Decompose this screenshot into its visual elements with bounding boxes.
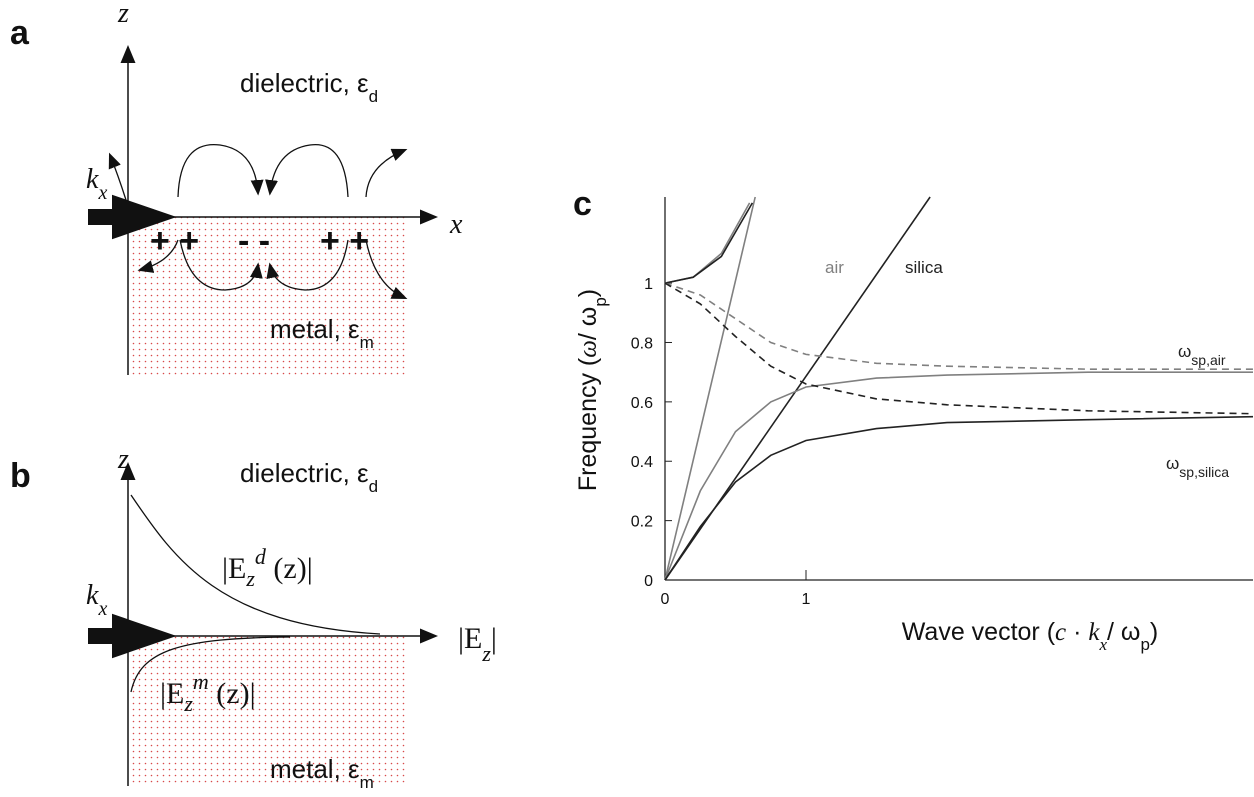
- x-tick-label: 1: [802, 591, 811, 608]
- label-part: Wave vector (: [902, 618, 1056, 646]
- field-sub: z: [481, 641, 491, 666]
- metal-label: metal, εm: [270, 314, 374, 352]
- annotation-sub: sp,air: [1191, 352, 1226, 368]
- label-part: p: [1140, 635, 1149, 654]
- panel-b: b z kx dielectric, εd metal, εm |Ez| |Ez…: [10, 444, 497, 792]
- charge: + +: [320, 222, 369, 260]
- panel-a: a z x kx dielectric, εd metal, εm + + - …: [10, 0, 463, 375]
- annotation-text: ω: [1178, 342, 1191, 361]
- dielectric-label: dielectric, εd: [240, 458, 378, 496]
- charge: + +: [150, 222, 199, 260]
- label-part: Frequency (: [574, 357, 602, 491]
- wave-arrow: [88, 613, 177, 659]
- metal-sub: m: [360, 773, 374, 792]
- curve: [664, 282, 1254, 415]
- wave-label: kx: [86, 164, 107, 204]
- annotation: silica: [905, 258, 943, 277]
- label-part: c: [1055, 619, 1066, 646]
- annotation-text: silica: [905, 258, 943, 277]
- z-label: z: [117, 444, 129, 475]
- field-sub: z: [183, 691, 193, 716]
- annotation-text: air: [825, 258, 844, 277]
- label-part: ): [1150, 618, 1158, 646]
- dielectric-label: dielectric, εd: [240, 68, 378, 106]
- label-part: / ω: [574, 307, 602, 340]
- metal-region: [128, 217, 407, 375]
- label-part: x: [1098, 635, 1107, 654]
- field-close: (z)|: [266, 552, 313, 585]
- curve: [664, 202, 751, 284]
- y-tick-label: 1: [644, 276, 653, 293]
- metal-text: metal, ε: [270, 314, 360, 344]
- wave-arrow: [88, 194, 177, 240]
- field-arrows: [108, 143, 408, 300]
- metal-text: metal, ε: [270, 754, 360, 784]
- label-part: ω: [575, 340, 602, 358]
- annotation: ωsp,air: [1178, 342, 1226, 368]
- field-open: |E: [222, 552, 246, 585]
- wave-text: k: [86, 580, 99, 611]
- label-part: k: [1088, 619, 1100, 646]
- wave-sub: x: [97, 182, 107, 204]
- x-label: Wave vector (c · kx/ ωp): [902, 618, 1158, 654]
- y-tick-label: 0.6: [631, 395, 653, 412]
- field-close: (z)|: [209, 677, 256, 710]
- y-tick-label: 0.4: [631, 454, 653, 471]
- x-tick-label: 0: [661, 591, 670, 608]
- label-part: / ω: [1107, 618, 1140, 646]
- panel-label: c: [573, 185, 592, 223]
- curve: [664, 371, 1253, 581]
- y-tick-label: 0: [644, 573, 653, 590]
- label-part: ·: [1066, 618, 1088, 646]
- field-open: |E: [160, 677, 184, 710]
- panel-label: a: [10, 14, 30, 52]
- wave-label: kx: [86, 580, 107, 620]
- dielectric-sub: d: [369, 87, 378, 106]
- wave-sub: x: [97, 598, 107, 620]
- annotation: air: [825, 258, 844, 277]
- annotation: ωsp,silica: [1166, 454, 1229, 480]
- field-close: |: [491, 622, 497, 655]
- field-sup: d: [255, 544, 267, 569]
- dielectric-text: dielectric, ε: [240, 458, 369, 488]
- curve: [664, 196, 756, 581]
- y-label: Frequency (ω/ ωp): [574, 289, 610, 491]
- y-tick-label: 0.8: [631, 335, 653, 352]
- dielectric-sub: d: [369, 477, 378, 496]
- field-d-label: |Ezd (z)|: [222, 544, 313, 591]
- decay-metal: [130, 636, 291, 693]
- metal-label: metal, εm: [270, 754, 374, 792]
- decay-dielectric: [130, 494, 381, 635]
- field-m-label: |Ezm (z)|: [160, 669, 256, 716]
- metal-region: [128, 636, 407, 786]
- label-part: ): [574, 289, 602, 297]
- curve: [664, 415, 1254, 581]
- metal-sub: m: [360, 333, 374, 352]
- field-sub: z: [245, 566, 255, 591]
- dielectric-text: dielectric, ε: [240, 68, 369, 98]
- y-tick-label: 0.2: [631, 514, 653, 531]
- curve: [664, 282, 1253, 370]
- panel-label: b: [10, 457, 31, 495]
- field-open: |E: [458, 622, 482, 655]
- wave-text: k: [86, 164, 99, 195]
- curve: [664, 202, 754, 284]
- x-label: x: [449, 209, 463, 240]
- field-axis-label: |Ez|: [458, 622, 497, 666]
- label-part: p: [591, 297, 610, 306]
- charge: - -: [238, 222, 270, 260]
- z-label: z: [117, 0, 129, 29]
- annotation-sub: sp,silica: [1179, 464, 1229, 480]
- curve: [664, 196, 931, 581]
- field-sup: m: [193, 669, 209, 694]
- annotation-text: ω: [1166, 454, 1179, 473]
